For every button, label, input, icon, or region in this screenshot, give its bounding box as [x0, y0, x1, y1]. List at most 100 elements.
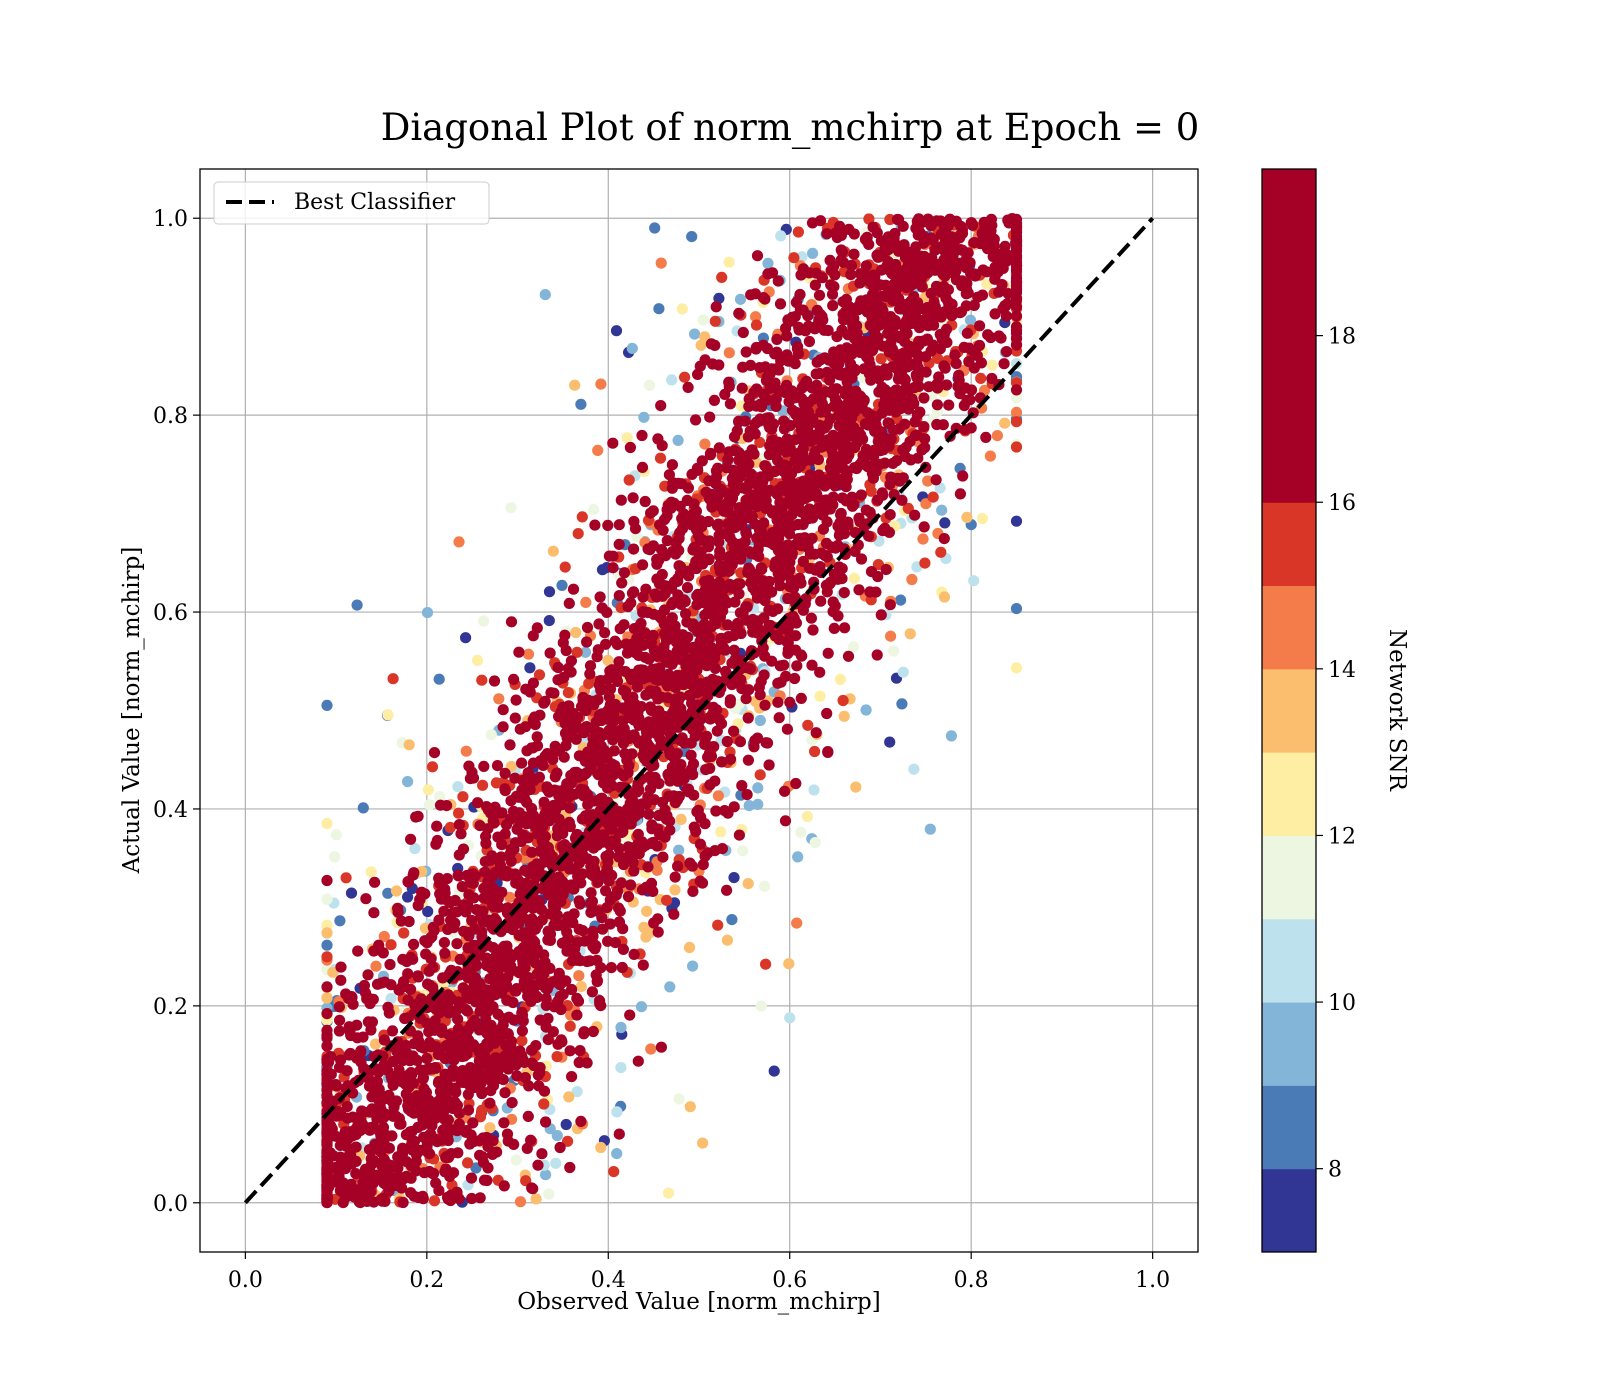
scatter-point	[636, 461, 649, 473]
scatter-point	[687, 508, 699, 521]
scatter-point	[893, 214, 905, 226]
scatter-point	[488, 675, 501, 687]
scatter-point	[750, 319, 763, 331]
scatter-point	[929, 244, 941, 256]
scatter-point	[687, 723, 699, 736]
scatter-point	[625, 879, 637, 891]
scatter-point	[637, 749, 649, 761]
scatter-point	[610, 325, 623, 337]
scatter-point	[429, 1062, 441, 1074]
scatter-point	[577, 848, 589, 861]
scatter-point	[441, 1151, 453, 1163]
scatter-point	[719, 805, 731, 817]
scatter-point	[728, 630, 740, 642]
scatter-point	[628, 515, 640, 528]
scatter-point	[918, 521, 930, 533]
scatter-point	[808, 784, 820, 796]
scatter-point	[666, 612, 678, 624]
scatter-point	[497, 704, 509, 716]
scatter-point	[896, 494, 908, 506]
scatter-point	[421, 607, 434, 619]
scatter-point	[709, 845, 721, 857]
scatter-point	[559, 717, 571, 730]
scatter-point	[681, 582, 694, 594]
scatter-point	[955, 220, 967, 233]
scatter-point	[581, 621, 594, 634]
scatter-point	[455, 828, 467, 840]
scatter-point	[890, 284, 902, 296]
scatter-point	[726, 678, 738, 691]
scatter-point	[405, 833, 417, 845]
scatter-point	[655, 400, 667, 412]
scatter-point	[511, 823, 523, 835]
scatter-point	[920, 366, 932, 378]
scatter-point	[945, 730, 958, 742]
scatter-point	[591, 905, 604, 917]
scatter-point	[341, 1112, 354, 1124]
scatter-point	[821, 586, 833, 598]
scatter-point	[550, 1157, 562, 1169]
scatter-point	[564, 802, 576, 814]
scatter-point	[614, 623, 626, 635]
scatter-point	[791, 660, 803, 672]
scatter-point	[637, 959, 649, 971]
scatter-point	[662, 680, 674, 692]
scatter-point	[514, 723, 526, 735]
scatter-point	[575, 783, 587, 796]
scatter-point	[734, 293, 747, 305]
scatter-point	[552, 1038, 564, 1050]
scatter-point	[672, 434, 684, 446]
scatter-point	[498, 1117, 510, 1129]
scatter-point	[365, 1153, 377, 1165]
scatter-point	[692, 588, 704, 601]
scatter-point	[821, 366, 833, 378]
scatter-point	[513, 646, 525, 658]
scatter-point	[956, 275, 968, 287]
scatter-point	[466, 914, 478, 927]
scatter-point	[385, 939, 397, 951]
scatter-point	[751, 568, 763, 580]
scatter-point	[968, 575, 980, 587]
scatter-point	[762, 257, 774, 269]
scatter-point	[849, 442, 861, 454]
scatter-point	[576, 511, 588, 523]
scatter-point	[369, 1038, 382, 1050]
scatter-point	[377, 947, 389, 959]
scatter-point	[570, 626, 582, 639]
scatter-point	[554, 878, 566, 890]
scatter-point	[522, 1110, 534, 1122]
scatter-point	[699, 818, 711, 830]
scatter-point	[761, 371, 773, 383]
scatter-point	[895, 594, 907, 606]
scatter-point	[1002, 249, 1014, 261]
scatter-point	[827, 596, 839, 608]
scatter-point	[648, 917, 660, 929]
scatter-point	[645, 1043, 657, 1055]
scatter-point	[604, 699, 616, 711]
scatter-point	[621, 690, 633, 702]
scatter-point	[392, 906, 404, 918]
scatter-point	[734, 578, 746, 590]
scatter-point	[943, 399, 955, 411]
scatter-point	[940, 225, 952, 237]
scatter-point	[875, 609, 887, 621]
scatter-point	[584, 668, 596, 680]
scatter-point	[540, 1169, 552, 1181]
scatter-point	[518, 954, 530, 966]
scatter-point	[464, 993, 476, 1005]
scatter-point	[901, 262, 913, 274]
scatter-point	[816, 272, 829, 284]
scatter-point	[817, 509, 829, 521]
scatter-point	[723, 347, 735, 359]
scatter-point	[954, 244, 967, 256]
scatter-point	[557, 988, 569, 1001]
scatter-point	[715, 826, 727, 838]
scatter-point	[726, 492, 739, 504]
scatter-point	[471, 1075, 483, 1087]
scatter-point	[807, 247, 819, 259]
scatter-point	[539, 289, 551, 301]
scatter-point	[691, 806, 703, 818]
scatter-point	[355, 1108, 367, 1120]
scatter-point	[608, 1166, 620, 1178]
scatter-point	[460, 632, 472, 644]
